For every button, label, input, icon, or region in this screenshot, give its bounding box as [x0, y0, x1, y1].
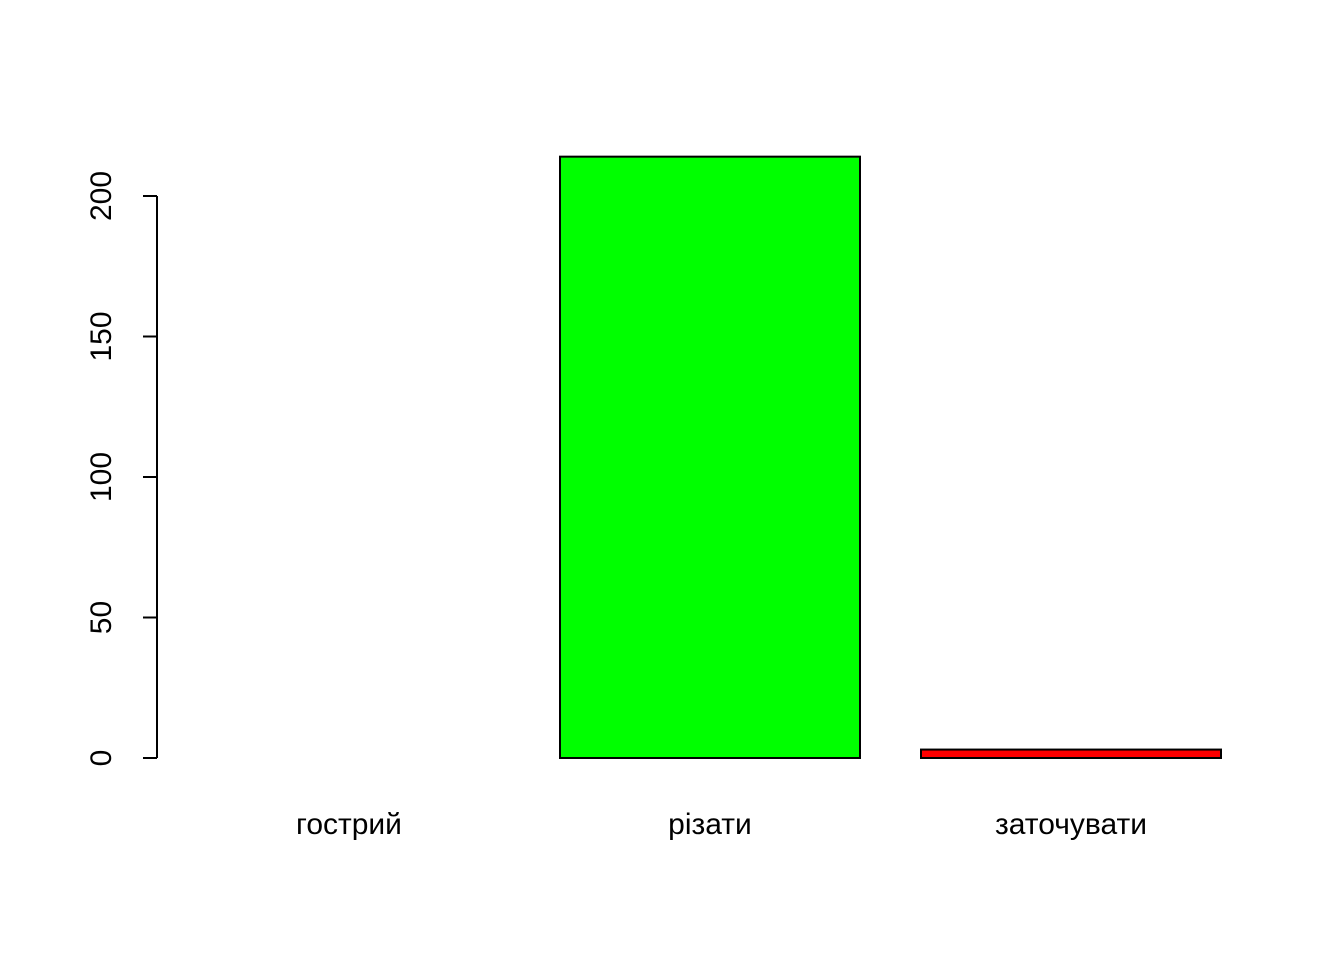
y-tick-label: 0	[85, 750, 118, 767]
y-tick-label: 100	[85, 452, 118, 502]
y-axis: 0 50 100 150 200	[85, 171, 158, 767]
bars	[559, 155, 1222, 760]
category-label: різати	[668, 808, 752, 841]
bar-3	[920, 748, 1222, 760]
y-tick-label: 150	[85, 311, 118, 361]
y-tick-label: 200	[85, 171, 118, 221]
category-label: гострий	[296, 808, 402, 841]
bar-2	[559, 155, 861, 760]
category-label: заточувати	[995, 808, 1147, 841]
category-labels: гострий різати заточувати	[296, 808, 1147, 841]
y-tick-label: 50	[85, 601, 118, 634]
